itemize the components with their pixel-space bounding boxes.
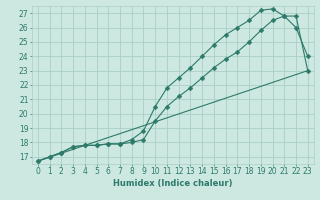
X-axis label: Humidex (Indice chaleur): Humidex (Indice chaleur) <box>113 179 233 188</box>
